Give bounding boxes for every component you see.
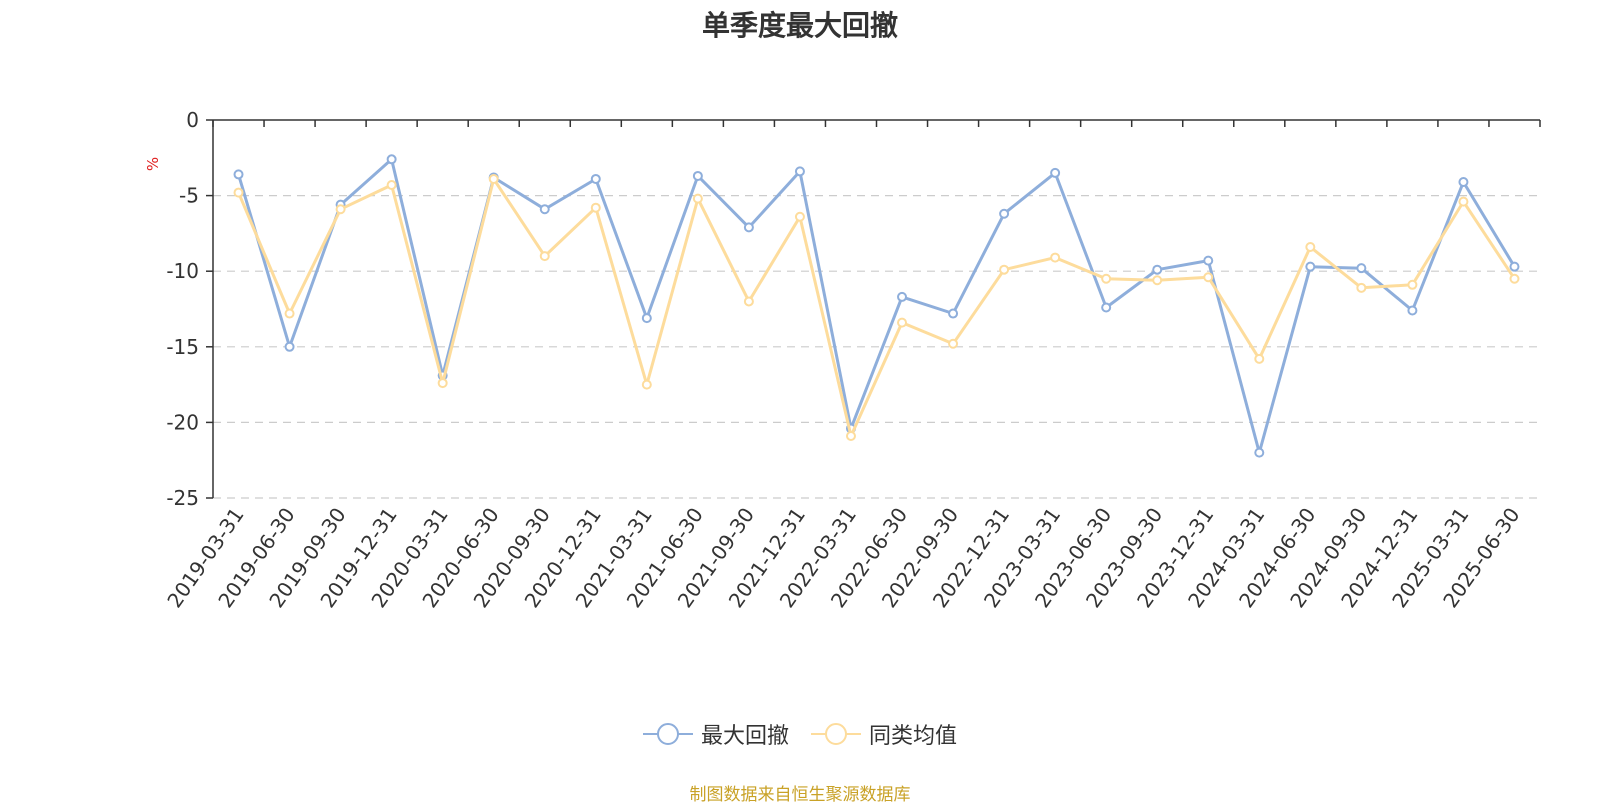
data-point-series-1 bbox=[1407, 279, 1418, 290]
data-point-series-1 bbox=[845, 431, 856, 442]
series-line-0 bbox=[237, 157, 1516, 455]
data-point-series-0 bbox=[794, 166, 805, 177]
series-line-1 bbox=[237, 177, 1516, 438]
data-point-series-0 bbox=[539, 204, 550, 215]
data-point-series-0 bbox=[1101, 302, 1112, 313]
data-point-series-1 bbox=[743, 296, 754, 307]
data-point-series-0 bbox=[641, 313, 652, 324]
data-point-series-0 bbox=[1458, 176, 1469, 187]
data-point-series-0 bbox=[1050, 167, 1061, 178]
data-point-series-0 bbox=[948, 308, 959, 319]
data-point-series-1 bbox=[1152, 275, 1163, 286]
chart-title: 单季度最大回撤 bbox=[701, 9, 898, 42]
data-point-series-0 bbox=[233, 169, 244, 180]
data-point-series-1 bbox=[1203, 272, 1214, 283]
data-point-series-0 bbox=[1509, 261, 1520, 272]
legend-label-series-0: 最大回撤 bbox=[700, 724, 789, 749]
legend: 最大回撤 同类均值 bbox=[0, 718, 1600, 750]
data-point-series-1 bbox=[1509, 273, 1520, 284]
data-point-series-0 bbox=[1356, 263, 1367, 274]
data-point-series-1 bbox=[897, 317, 908, 328]
y-tick-label: -25 bbox=[166, 486, 199, 510]
data-point-series-1 bbox=[1254, 353, 1265, 364]
line-chart: 0-5-10-15-20-25%2019-03-312019-06-302019… bbox=[144, 108, 1541, 612]
data-point-series-1 bbox=[284, 308, 295, 319]
data-point-series-0 bbox=[692, 170, 703, 181]
data-point-series-0 bbox=[590, 173, 601, 184]
data-point-series-1 bbox=[1356, 282, 1367, 293]
y-tick-label: -5 bbox=[179, 184, 199, 208]
data-point-series-1 bbox=[1305, 242, 1316, 253]
legend-marker-series-0 bbox=[642, 723, 693, 745]
data-point-series-0 bbox=[284, 341, 295, 352]
data-point-series-1 bbox=[794, 211, 805, 222]
data-point-series-1 bbox=[948, 338, 959, 349]
data-point-series-1 bbox=[233, 187, 244, 198]
y-tick-label: -15 bbox=[166, 335, 199, 359]
legend-marker-series-1 bbox=[811, 723, 861, 745]
data-point-series-0 bbox=[1254, 447, 1265, 458]
data-point-series-0 bbox=[1407, 305, 1418, 316]
data-point-series-0 bbox=[897, 291, 908, 302]
legend-item-series-0[interactable]: 最大回撤 bbox=[642, 718, 789, 750]
data-point-series-0 bbox=[386, 154, 397, 165]
data-point-series-0 bbox=[1203, 255, 1214, 266]
data-point-series-1 bbox=[1101, 273, 1112, 284]
data-point-series-1 bbox=[692, 193, 703, 204]
legend-item-series-1[interactable]: 同类均值 bbox=[811, 718, 957, 750]
data-point-series-1 bbox=[590, 202, 601, 213]
y-tick-label: -20 bbox=[166, 410, 199, 434]
y-tick-label: -10 bbox=[166, 259, 199, 283]
data-point-series-0 bbox=[1152, 264, 1163, 275]
data-point-series-1 bbox=[539, 251, 550, 262]
data-point-series-1 bbox=[386, 180, 397, 191]
data-point-series-1 bbox=[488, 173, 499, 184]
data-point-series-0 bbox=[743, 222, 754, 233]
data-point-series-0 bbox=[1305, 261, 1316, 272]
data-point-series-0 bbox=[999, 208, 1010, 219]
legend-label-series-1: 同类均值 bbox=[869, 724, 958, 749]
data-point-series-1 bbox=[1050, 252, 1061, 263]
data-point-series-1 bbox=[999, 264, 1010, 275]
y-axis-label: % bbox=[144, 157, 162, 171]
y-tick-label: 0 bbox=[186, 108, 199, 132]
data-point-series-1 bbox=[1458, 196, 1469, 207]
source-note: 制图数据来自恒生聚源数据库 bbox=[689, 785, 911, 805]
data-point-series-1 bbox=[641, 379, 652, 390]
data-point-series-1 bbox=[335, 204, 346, 215]
data-point-series-1 bbox=[437, 378, 448, 389]
